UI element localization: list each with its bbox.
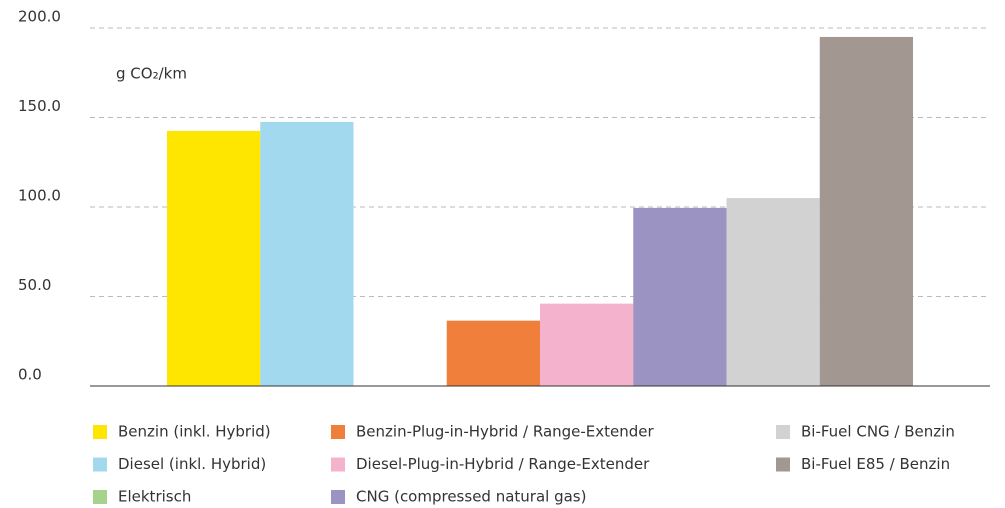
y-tick-label: 100.0 <box>18 187 61 205</box>
y-tick-label: 50.0 <box>18 276 51 294</box>
bar <box>540 303 634 386</box>
legend-swatch <box>331 490 345 504</box>
bar <box>726 198 820 386</box>
legend-swatch <box>331 457 345 472</box>
bar <box>167 130 261 386</box>
bar <box>633 207 727 386</box>
legend-label: Diesel (inkl. Hybrid) <box>118 455 266 473</box>
unit-label: g CO₂/km <box>116 65 187 83</box>
legend-label: Elektrisch <box>118 488 191 506</box>
y-tick-label: 200.0 <box>18 8 61 26</box>
legend-label: CNG (compressed natural gas) <box>356 488 586 506</box>
bar <box>819 36 913 386</box>
y-tick-label: 0.0 <box>18 366 42 384</box>
legend-label: Diesel-Plug-in-Hybrid / Range-Extender <box>356 455 650 473</box>
legend-label: Benzin-Plug-in-Hybrid / Range-Extender <box>356 423 655 441</box>
legend-label: Benzin (inkl. Hybrid) <box>118 423 271 441</box>
legend-label: Bi-Fuel CNG / Benzin <box>801 423 955 441</box>
legend-swatch <box>331 425 345 439</box>
legend-label: Bi-Fuel E85 / Benzin <box>801 455 950 473</box>
bar <box>446 320 540 386</box>
legend-swatch <box>93 457 107 472</box>
legend-swatch <box>93 490 107 504</box>
bar <box>260 121 354 386</box>
legend-swatch <box>93 425 107 439</box>
y-tick-label: 150.0 <box>18 97 61 115</box>
legend-swatch <box>776 425 790 439</box>
legend-swatch <box>776 457 790 472</box>
